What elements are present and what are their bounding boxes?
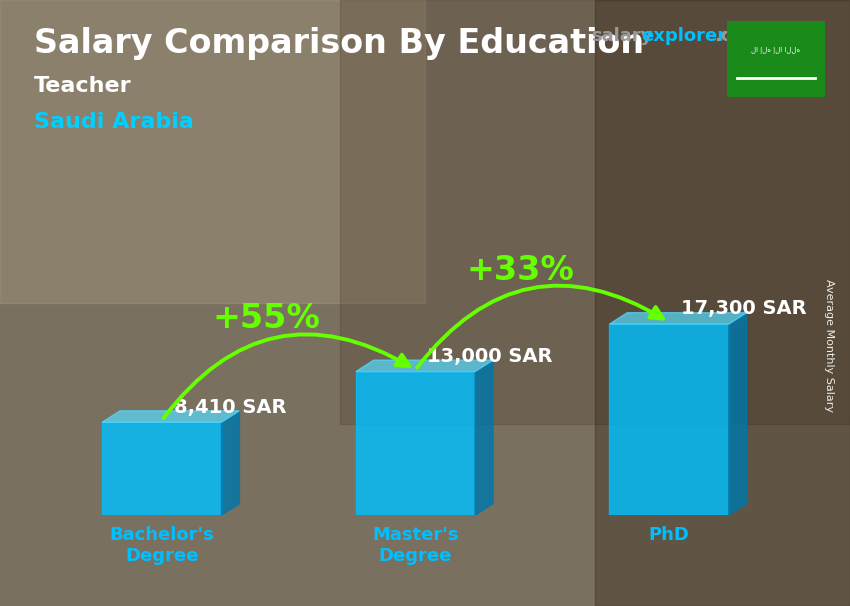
Text: salary: salary: [591, 27, 652, 45]
Bar: [0, 0, 425, 303]
Text: 8,410 SAR: 8,410 SAR: [173, 398, 286, 416]
Polygon shape: [728, 313, 746, 515]
Text: Teacher: Teacher: [34, 76, 132, 96]
Polygon shape: [609, 324, 728, 515]
Polygon shape: [222, 411, 240, 515]
Polygon shape: [102, 422, 222, 515]
Bar: [340, 0, 850, 424]
Text: +33%: +33%: [466, 254, 574, 287]
Polygon shape: [609, 313, 746, 324]
Polygon shape: [356, 360, 493, 371]
Polygon shape: [475, 360, 493, 515]
Polygon shape: [102, 411, 240, 422]
Text: Saudi Arabia: Saudi Arabia: [34, 112, 194, 132]
Text: لا إله إلا الله: لا إله إلا الله: [751, 47, 800, 53]
Text: .com: .com: [714, 27, 762, 45]
Text: 17,300 SAR: 17,300 SAR: [681, 299, 807, 318]
Text: 13,000 SAR: 13,000 SAR: [428, 347, 552, 366]
Bar: [595, 0, 850, 606]
Text: Average Monthly Salary: Average Monthly Salary: [824, 279, 834, 412]
Text: Salary Comparison By Education: Salary Comparison By Education: [34, 27, 644, 60]
Polygon shape: [356, 371, 475, 515]
Text: +55%: +55%: [212, 302, 320, 335]
Text: explorer: explorer: [642, 27, 727, 45]
